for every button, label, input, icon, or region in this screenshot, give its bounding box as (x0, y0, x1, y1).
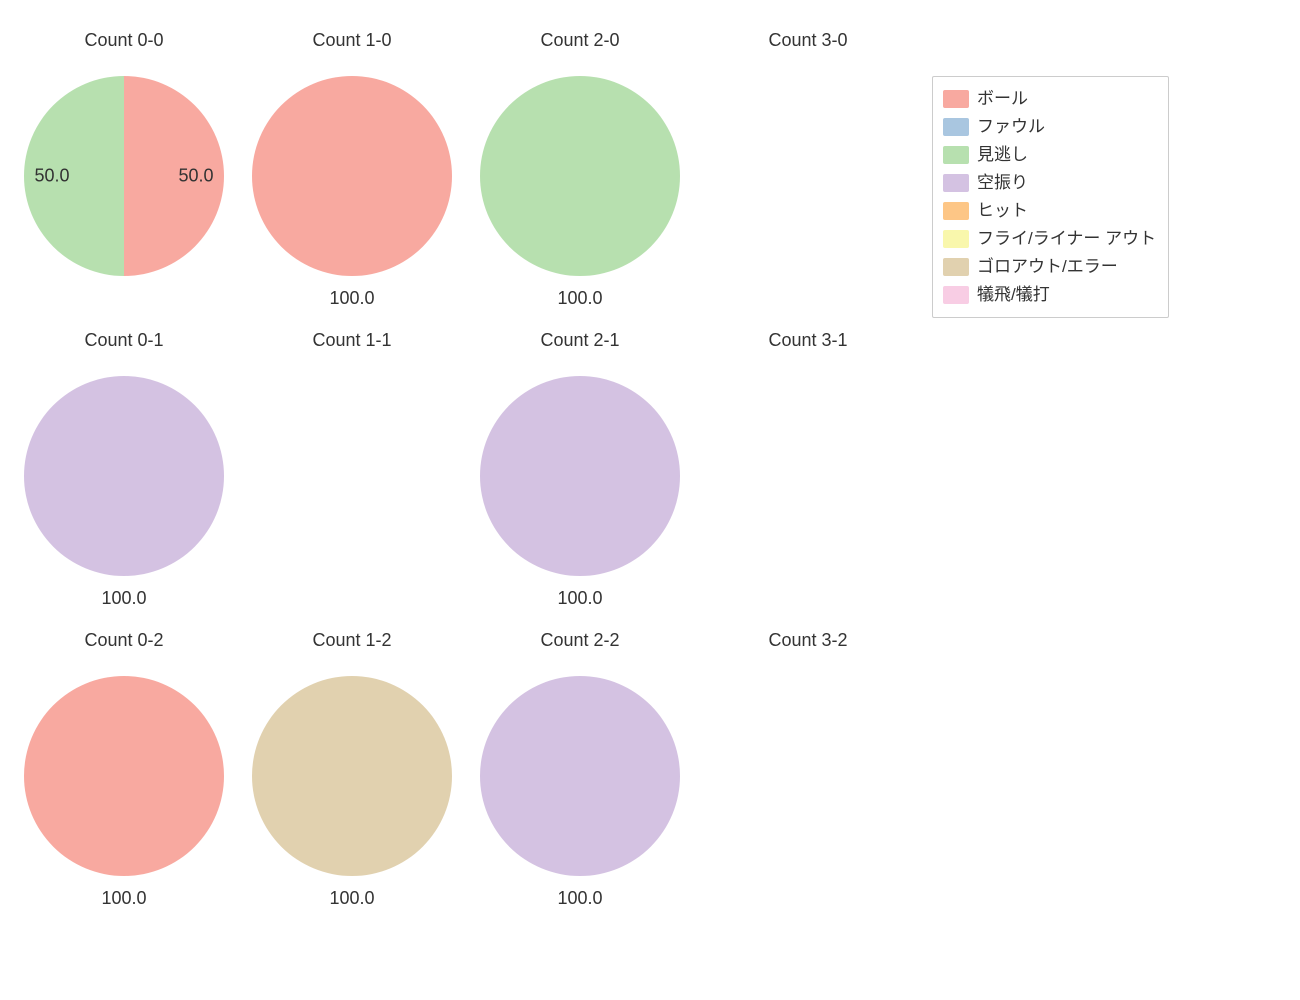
legend-swatch (943, 146, 969, 164)
legend-label: ボール (977, 85, 1028, 113)
pie (252, 76, 452, 276)
pie-slice-label: 100.0 (101, 888, 146, 909)
pie (24, 676, 224, 876)
pie-wrap: 100.0 (24, 376, 224, 576)
pie-cell: Count 2-0 100.0 (466, 20, 694, 320)
pie-wrap: 100.0 (252, 676, 452, 876)
legend-item: ファウル (943, 113, 1156, 141)
chart-canvas: Count 0-050.050.0Count 1-0100.0Count 2-0… (0, 0, 1300, 1000)
legend-label: 犠飛/犠打 (977, 281, 1050, 309)
legend-label: ファウル (977, 113, 1045, 141)
legend-item: ボール (943, 85, 1156, 113)
legend-label: ヒット (977, 197, 1028, 225)
legend-swatch (943, 118, 969, 136)
pie-slice-label: 50.0 (34, 166, 69, 187)
pie-slice-label: 100.0 (329, 888, 374, 909)
legend: ボールファウル見逃し空振りヒットフライ/ライナー アウトゴロアウト/エラー犠飛/… (932, 76, 1169, 318)
legend-label: 見逃し (977, 141, 1028, 169)
legend-swatch (943, 230, 969, 248)
legend-label: 空振り (977, 169, 1028, 197)
pie-cell: Count 0-0 50.0 50.0 (10, 20, 238, 320)
legend-item: フライ/ライナー アウト (943, 225, 1156, 253)
pie-cell: Count 1-2 100.0 (238, 620, 466, 920)
pie (480, 376, 680, 576)
pie-title: Count 0-2 (10, 630, 238, 651)
pie (480, 676, 680, 876)
legend-item: 見逃し (943, 141, 1156, 169)
pie-cell: Count 2-2 100.0 (466, 620, 694, 920)
pie (252, 676, 452, 876)
pie-wrap: 50.0 50.0 (24, 76, 224, 276)
legend-swatch (943, 202, 969, 220)
pie-slice-label: 100.0 (101, 588, 146, 609)
pie-title: Count 1-2 (238, 630, 466, 651)
pie-slice-label: 100.0 (557, 588, 602, 609)
pie-cell: Count 3-0 (694, 20, 922, 320)
legend-item: ゴロアウト/エラー (943, 253, 1156, 281)
legend-swatch (943, 174, 969, 192)
pie-wrap: 100.0 (480, 76, 680, 276)
pie-slice-label: 100.0 (557, 288, 602, 309)
pie-title: Count 2-2 (466, 630, 694, 651)
pie-title: Count 1-1 (238, 330, 466, 351)
legend-item: 犠飛/犠打 (943, 281, 1156, 309)
pie-slice-label: 50.0 (178, 166, 213, 187)
pie-title: Count 3-0 (694, 30, 922, 51)
legend-label: フライ/ライナー アウト (977, 225, 1156, 253)
legend-swatch (943, 286, 969, 304)
pie-cell: Count 3-2 (694, 620, 922, 920)
pie (24, 376, 224, 576)
pie-title: Count 0-1 (10, 330, 238, 351)
legend-item: ヒット (943, 197, 1156, 225)
pie-title: Count 2-1 (466, 330, 694, 351)
legend-swatch (943, 90, 969, 108)
pie-cell: Count 1-1 (238, 320, 466, 620)
legend-item: 空振り (943, 169, 1156, 197)
legend-swatch (943, 258, 969, 276)
pie-cell: Count 0-2 100.0 (10, 620, 238, 920)
pie-cell: Count 3-1 (694, 320, 922, 620)
legend-label: ゴロアウト/エラー (977, 253, 1118, 281)
pie-title: Count 1-0 (238, 30, 466, 51)
pie-cell: Count 0-1 100.0 (10, 320, 238, 620)
pie-slice-label: 100.0 (557, 888, 602, 909)
pie-cell: Count 2-1 100.0 (466, 320, 694, 620)
pie-title: Count 3-2 (694, 630, 922, 651)
pie-wrap: 100.0 (480, 376, 680, 576)
pie (480, 76, 680, 276)
pie-slice-label: 100.0 (329, 288, 374, 309)
pie-wrap: 100.0 (252, 76, 452, 276)
pie-title: Count 2-0 (466, 30, 694, 51)
pie-title: Count 0-0 (10, 30, 238, 51)
pie-cell: Count 1-0 100.0 (238, 20, 466, 320)
pie-wrap: 100.0 (24, 676, 224, 876)
pie-title: Count 3-1 (694, 330, 922, 351)
pie-wrap: 100.0 (480, 676, 680, 876)
